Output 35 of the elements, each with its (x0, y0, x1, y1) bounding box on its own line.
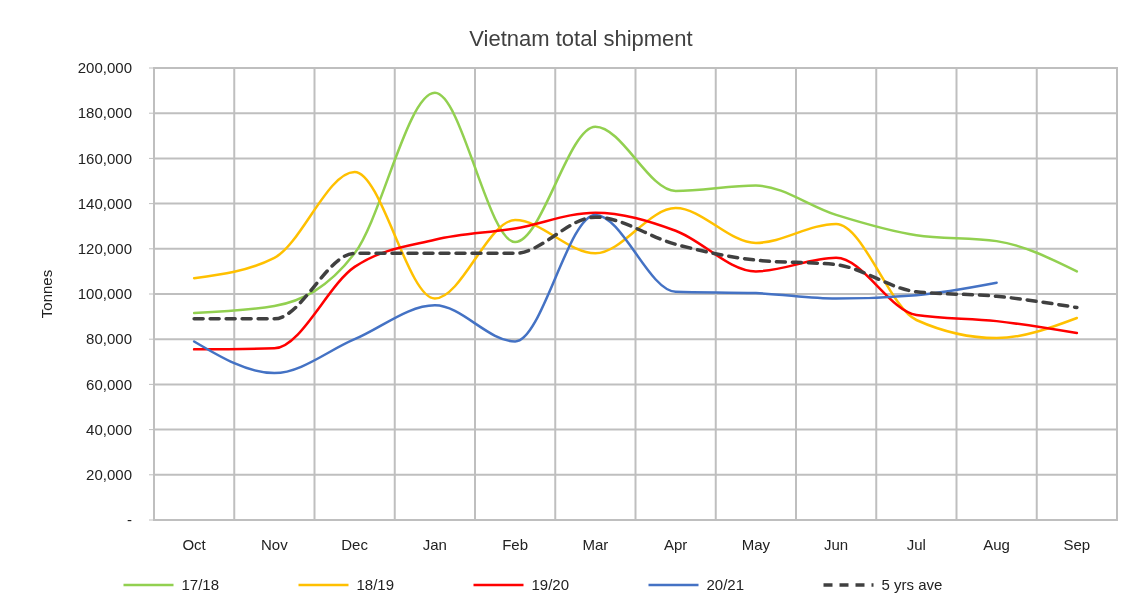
line-series (192, 215, 1079, 321)
x-tick-label: Jun (824, 536, 849, 553)
x-tick-label: Mar (582, 536, 609, 553)
x-tick-label: Aug (983, 536, 1010, 553)
x-tick-label: Jan (422, 536, 447, 553)
y-tick-label: 140,000 (77, 194, 132, 212)
y-axis-title: Tonnes (38, 269, 55, 319)
x-tick-label: Nov (261, 536, 289, 553)
line-series (192, 170, 1079, 340)
legend-label: 20/21 (706, 576, 745, 594)
line-series (192, 91, 1079, 315)
line-series (192, 213, 998, 375)
y-tick-label: 40,000 (86, 420, 132, 438)
line-series (192, 211, 1079, 351)
y-tick-label: 120,000 (77, 240, 132, 258)
chart-title: Vietnam total shipment (469, 26, 693, 51)
x-tick-label: Dec (341, 536, 369, 553)
y-tick-label: 60,000 (86, 375, 132, 393)
x-tick-label: May (741, 536, 771, 553)
y-tick-label: 100,000 (77, 285, 132, 303)
x-tick-label: Oct (182, 536, 207, 553)
x-tick-label: Sep (1063, 536, 1091, 553)
x-tick-label: Jul (906, 536, 926, 553)
x-tick-label: Feb (502, 536, 529, 553)
legend-label: 5 yrs ave (881, 576, 943, 594)
y-tick-label: 20,000 (86, 466, 132, 484)
y-tick-label: - (127, 511, 132, 529)
y-tick-label: 160,000 (77, 149, 132, 167)
legend-label: 18/19 (356, 576, 395, 594)
y-tick-label: 180,000 (77, 104, 132, 122)
y-tick-label: 200,000 (77, 59, 132, 77)
legend-label: 19/20 (531, 576, 570, 594)
x-tick-label: Apr (663, 536, 688, 553)
legend-label: 17/18 (181, 576, 220, 594)
y-tick-label: 80,000 (86, 330, 132, 348)
